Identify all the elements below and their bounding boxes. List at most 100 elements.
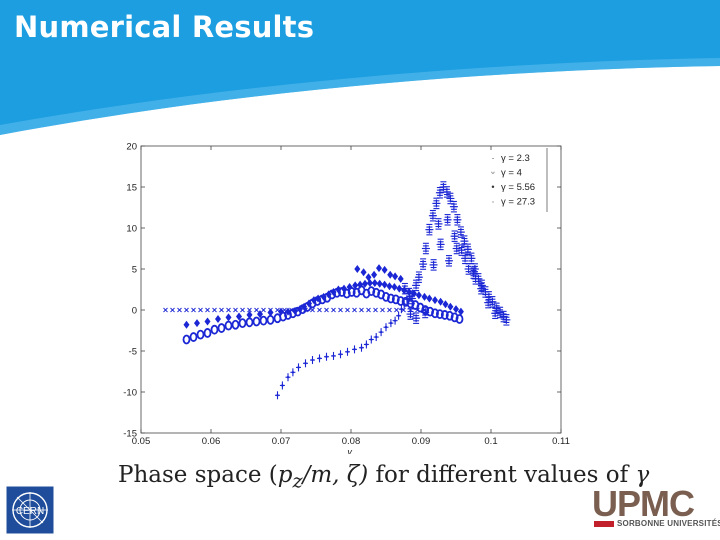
data-point [387,270,394,279]
y-tick-label: 15 [126,183,137,194]
upmc-subtitle: SORBONNE UNIVERSITÉS [617,519,720,528]
data-point [449,200,458,213]
data-point [496,306,505,319]
data-point [429,259,438,271]
upmc-logo: UPMC [592,486,696,527]
data-point [477,282,486,295]
data-point [453,305,459,314]
data-point [247,307,252,313]
data-point [455,314,464,324]
x-tick-label: 0.09 [412,436,431,447]
data-point [317,354,322,363]
data-point [435,309,444,320]
data-point [338,307,343,313]
data-point [278,307,284,316]
data-point [196,329,205,340]
legend-marker: • [491,182,494,192]
data-point [410,289,416,298]
data-point [233,307,238,313]
data-point [412,312,421,324]
data-point [371,278,378,287]
data-point [431,308,439,319]
data-point [363,340,369,349]
y-tick-label: -15 [123,429,137,440]
data-point [359,343,364,352]
data-point [345,307,350,313]
data-point [296,363,301,372]
data-point [421,242,430,255]
data-point [406,287,413,296]
data-point [408,307,413,313]
data-point [425,223,434,236]
data-point [488,296,497,308]
series [163,307,427,313]
data-point [371,270,378,279]
legend: · γ = 2.3 ᵕ γ = 4 • γ = 5.56 · γ = 27.3 [491,148,548,212]
data-point [257,310,263,319]
data-point [387,307,392,313]
data-point [445,255,453,267]
data-point [359,307,364,313]
data-point [357,280,364,289]
x-tick-label: 0.05 [132,436,151,447]
data-point [252,316,261,327]
caption-symbol: γ [635,462,650,488]
data-point [352,307,357,313]
data-point [215,315,221,324]
data-point [442,186,451,198]
x-tick-label: 0.07 [272,436,291,447]
data-point [436,238,445,251]
data-point [381,280,388,289]
data-point [338,350,343,359]
data-point [401,307,406,313]
data-point [254,307,259,313]
legend-entry: γ = 2.3 [501,153,530,164]
data-point [225,313,232,322]
title-banner [0,0,720,135]
data-point [460,235,469,247]
data-point [191,307,196,313]
caption-suffix: for different values of [368,462,636,488]
data-point [333,287,341,298]
data-point [224,320,233,331]
data-point [352,281,359,290]
series [182,285,464,345]
slide-title: Numerical Results [14,10,315,44]
data-point [437,297,444,306]
data-point [376,279,383,288]
data-point [434,218,443,230]
legend-entry: γ = 27.3 [501,197,535,208]
data-point [354,265,361,273]
cern-logo-text: CERN [16,506,44,517]
x-axis-label: γ [347,447,352,454]
data-point [414,271,423,283]
data-point [380,307,385,313]
y-tick-label: 10 [126,224,137,235]
data-point [456,226,465,238]
data-point [419,258,428,270]
data-point [347,287,356,297]
data-point [360,268,367,277]
upmc-logo-text: UPMC [592,486,695,524]
data-point [401,286,408,295]
data-point [457,244,466,256]
data-point [368,335,374,344]
data-point [210,324,219,335]
data-point [194,319,200,328]
data-point [391,283,398,292]
data-point [261,307,266,313]
y-tick-label: 20 [126,142,137,153]
data-point [259,315,268,326]
x-tick-label: 0.1 [484,436,497,447]
data-point [415,291,422,300]
data-point [219,307,224,313]
data-point [392,316,398,325]
data-point [290,368,296,377]
x-tick-label: 0.11 [552,436,570,447]
data-point [386,282,393,291]
data-point [453,214,462,226]
data-point [331,351,336,360]
data-point [267,308,274,317]
data-point [275,391,280,400]
data-point [378,328,384,337]
